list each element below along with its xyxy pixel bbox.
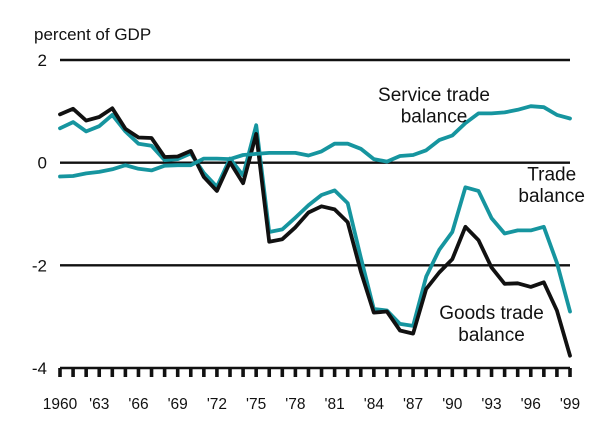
y-tick-label: -4	[32, 359, 47, 378]
annotation-label: Goods trade	[439, 303, 544, 324]
x-tick-label: '99	[560, 396, 580, 413]
x-tick-label: '66	[128, 396, 148, 413]
x-tick-label: '63	[89, 396, 109, 413]
x-tick-label: '72	[207, 396, 227, 413]
y-tick-label: -2	[32, 256, 47, 275]
series-line-trade-balance	[58, 113, 572, 328]
x-tick-label: '81	[325, 396, 345, 413]
annotation-label: balance	[458, 325, 525, 346]
y-tick-label: 2	[38, 51, 47, 70]
annotation-label: Service trade	[378, 85, 490, 106]
series-line-service-trade-balance	[58, 104, 572, 179]
y-tick-labels: 2 0 -2 -4	[32, 51, 47, 378]
x-tick-label: '87	[403, 396, 423, 413]
x-tick-label: '75	[246, 396, 266, 413]
gridlines	[60, 58, 570, 370]
annotation-label: balance	[401, 107, 468, 128]
annotation-label: Trade	[527, 165, 576, 186]
y-tick-label: 0	[38, 154, 47, 173]
x-axis: 1960 '63 '66 '69 '72 '75 '78 '81 '84 '87 '90 '93 '96…	[43, 368, 580, 413]
x-tick-label: '78	[285, 396, 305, 413]
x-tick-label: '93	[481, 396, 501, 413]
series-lines	[58, 104, 572, 358]
x-tick-label: '96	[521, 396, 541, 413]
series-line-goods-trade-balance	[58, 106, 572, 358]
x-tick-label: '90	[442, 396, 463, 413]
x-tick-label: '84	[364, 396, 385, 413]
y-axis-label: percent of GDP	[34, 25, 151, 44]
x-tick-label: '69	[168, 396, 188, 413]
annotation-label: balance	[518, 186, 585, 207]
x-tick-label: 1960	[43, 396, 78, 413]
